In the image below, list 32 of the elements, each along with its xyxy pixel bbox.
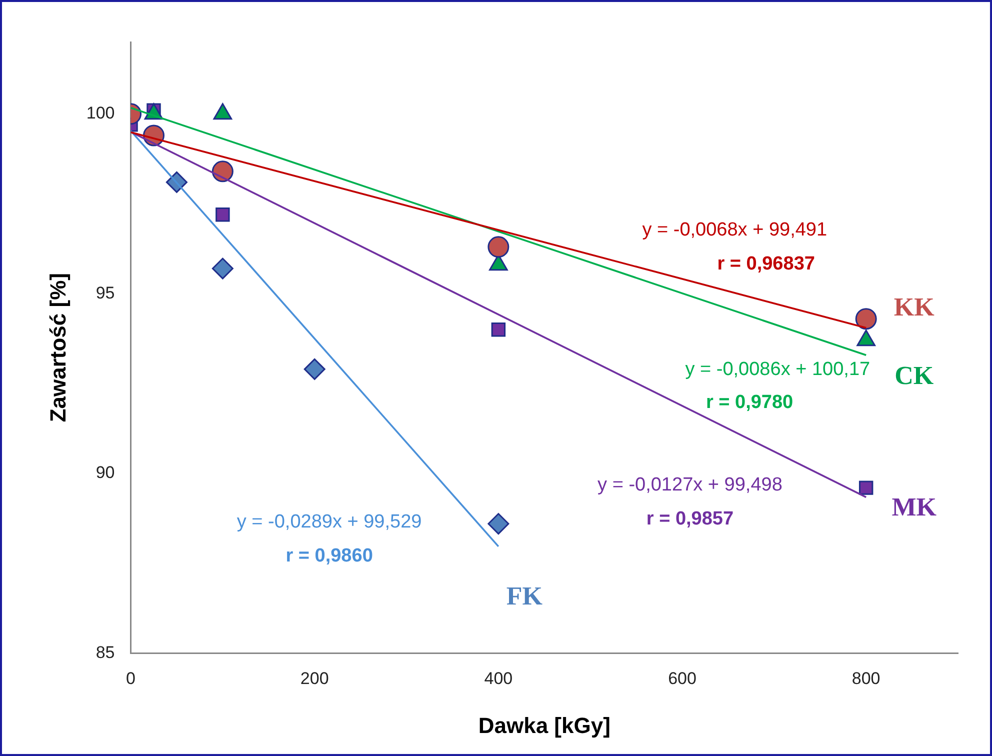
point	[855, 308, 877, 330]
annotation: r = 0,9780	[706, 392, 794, 413]
point	[212, 160, 234, 182]
x-tick-label: 0	[126, 669, 136, 688]
series-label: FK	[506, 581, 544, 610]
x-tick-label: 800	[852, 669, 880, 688]
series-label: KK	[894, 292, 936, 322]
point	[216, 207, 230, 222]
point	[491, 322, 506, 337]
x-axis-title: Dawka [kGy]	[478, 712, 610, 738]
x-tick-label: 200	[300, 669, 329, 688]
annotation: y = -0,0289x + 99,529	[236, 512, 422, 533]
series-label: CK	[894, 361, 934, 390]
y-tick-label: 85	[96, 642, 115, 662]
point	[304, 358, 326, 380]
y-axis-title: Zawartość [%]	[45, 273, 70, 422]
point	[488, 513, 510, 535]
series-label: MK	[892, 492, 938, 522]
point	[488, 236, 510, 258]
point	[212, 258, 234, 280]
annotation: r = 0,96837	[717, 254, 815, 275]
annotation: y = -0,0068x + 99,491	[642, 219, 828, 240]
y-tick-label: 90	[96, 463, 115, 482]
annotation: y = -0,0086x + 100,17	[685, 358, 870, 380]
y-tick-label: 95	[96, 283, 115, 302]
annotation: y = -0,0127x + 99,498	[598, 474, 782, 496]
x-tick-label: 600	[668, 669, 696, 688]
point	[858, 480, 874, 495]
x-tick-label: 400	[484, 669, 513, 688]
annotation: r = 0,9860	[286, 545, 373, 566]
y-tick-label: 100	[86, 104, 115, 123]
annotation: r = 0,9857	[646, 508, 734, 530]
